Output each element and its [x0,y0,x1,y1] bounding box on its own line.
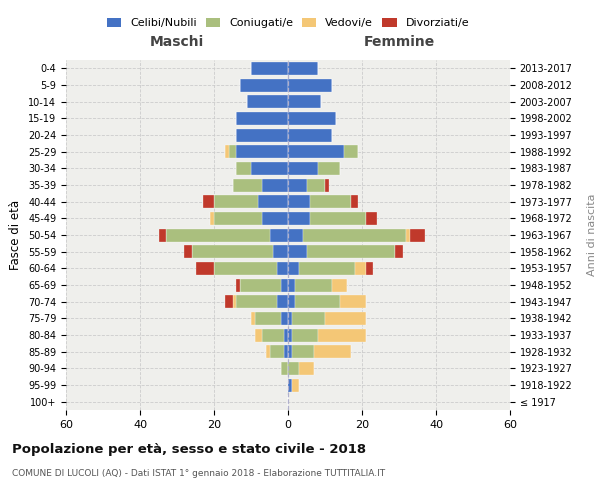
Bar [196,262,214,275]
Bar [281,312,288,325]
Bar [288,328,292,342]
Bar [288,345,292,358]
Bar [262,178,288,192]
Bar [236,278,240,291]
Bar [288,312,292,325]
Bar [240,78,288,92]
Bar [259,195,288,208]
Bar [262,328,284,342]
Bar [233,295,236,308]
Bar [303,228,406,241]
Bar [288,128,332,141]
Text: Popolazione per età, sesso e stato civile - 2018: Popolazione per età, sesso e stato civil… [12,442,366,456]
Bar [269,345,284,358]
Bar [214,212,262,225]
Bar [406,228,410,241]
Bar [214,262,277,275]
Bar [292,312,325,325]
Y-axis label: Fasce di età: Fasce di età [10,200,22,270]
Bar [240,278,281,291]
Bar [251,312,254,325]
Bar [314,345,351,358]
Bar [310,212,366,225]
Bar [266,345,269,358]
Bar [225,145,229,158]
Bar [225,295,233,308]
Bar [236,295,277,308]
Bar [288,62,317,75]
Bar [255,328,262,342]
Bar [214,195,259,208]
Bar [340,295,366,308]
Bar [269,228,288,241]
Bar [292,378,299,392]
Bar [288,245,307,258]
Bar [251,162,288,175]
Bar [236,145,288,158]
Bar [255,312,281,325]
Bar [288,178,307,192]
Bar [288,228,303,241]
Text: Maschi: Maschi [150,35,204,49]
Bar [281,278,288,291]
Bar [317,162,340,175]
Bar [292,328,317,342]
Bar [288,378,292,392]
Bar [211,212,214,225]
Bar [284,328,288,342]
Bar [325,312,366,325]
Bar [332,278,347,291]
Bar [236,128,288,141]
Bar [277,295,288,308]
Bar [288,112,336,125]
Bar [295,295,340,308]
Bar [395,245,403,258]
Bar [410,228,425,241]
Bar [288,295,295,308]
Bar [203,195,214,208]
Bar [288,278,295,291]
Bar [299,262,355,275]
Bar [343,145,358,158]
Bar [288,262,299,275]
Bar [288,95,322,108]
Bar [229,145,236,158]
Bar [277,262,288,275]
Bar [236,162,251,175]
Bar [325,178,329,192]
Bar [355,262,366,275]
Bar [288,362,299,375]
Bar [351,195,358,208]
Bar [288,78,332,92]
Bar [192,245,273,258]
Bar [166,228,269,241]
Bar [288,162,317,175]
Bar [247,95,288,108]
Bar [307,245,395,258]
Text: Anni di nascita: Anni di nascita [587,194,597,276]
Bar [295,278,332,291]
Text: Femmine: Femmine [364,35,434,49]
Bar [288,145,343,158]
Bar [284,345,288,358]
Bar [251,62,288,75]
Bar [236,112,288,125]
Bar [299,362,314,375]
Bar [366,262,373,275]
Bar [288,195,310,208]
Bar [288,212,310,225]
Bar [273,245,288,258]
Bar [158,228,166,241]
Bar [317,328,366,342]
Bar [184,245,192,258]
Legend: Celibi/Nubili, Coniugati/e, Vedovi/e, Divorziati/e: Celibi/Nubili, Coniugati/e, Vedovi/e, Di… [103,13,473,32]
Bar [307,178,325,192]
Bar [233,178,262,192]
Text: COMUNE DI LUCOLI (AQ) - Dati ISTAT 1° gennaio 2018 - Elaborazione TUTTITALIA.IT: COMUNE DI LUCOLI (AQ) - Dati ISTAT 1° ge… [12,469,385,478]
Bar [366,212,377,225]
Bar [310,195,351,208]
Bar [262,212,288,225]
Bar [292,345,314,358]
Bar [281,362,288,375]
